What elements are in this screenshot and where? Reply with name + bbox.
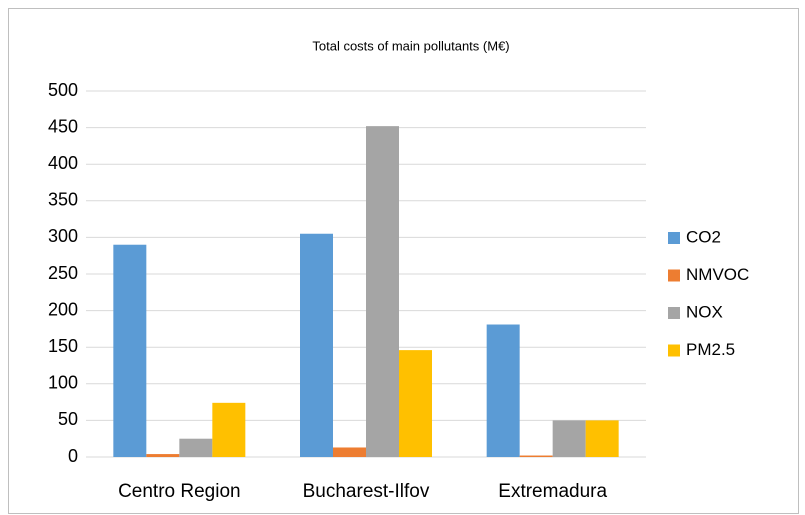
bar bbox=[146, 454, 180, 457]
bar bbox=[113, 244, 147, 457]
y-tick-label: 100 bbox=[48, 373, 78, 393]
bar bbox=[399, 350, 432, 457]
bar bbox=[179, 438, 213, 457]
legend-label: PM2.5 bbox=[686, 340, 735, 359]
legend-swatch bbox=[668, 232, 680, 244]
y-tick-label: 300 bbox=[48, 226, 78, 246]
chart-title: Total costs of main pollutants (M€) bbox=[312, 38, 509, 53]
y-tick-label: 250 bbox=[48, 263, 78, 283]
legend-swatch bbox=[668, 269, 680, 282]
x-tick-label: Centro Region bbox=[118, 481, 241, 502]
legend-swatch bbox=[668, 344, 680, 357]
legend-label: NMVOC bbox=[686, 265, 749, 284]
y-tick-label: 350 bbox=[48, 190, 78, 210]
bar bbox=[212, 402, 246, 457]
x-tick-label: Extremadura bbox=[498, 481, 607, 502]
bar bbox=[300, 233, 333, 457]
legend-label: NOX bbox=[686, 302, 723, 321]
y-tick-label: 0 bbox=[68, 446, 78, 466]
bar bbox=[552, 420, 586, 457]
bar bbox=[366, 126, 399, 458]
bar bbox=[333, 447, 366, 457]
y-tick-label: 500 bbox=[48, 80, 78, 100]
x-tick-label: Bucharest-Ilfov bbox=[303, 481, 430, 502]
legend-label: CO2 bbox=[686, 227, 721, 246]
bar bbox=[519, 455, 553, 457]
legend-swatch bbox=[668, 307, 680, 319]
y-tick-label: 450 bbox=[48, 116, 78, 136]
y-tick-label: 200 bbox=[48, 299, 78, 319]
y-tick-label: 400 bbox=[48, 153, 78, 173]
y-tick-label: 50 bbox=[58, 409, 78, 429]
bar bbox=[486, 324, 520, 457]
bar bbox=[585, 420, 619, 457]
y-tick-label: 150 bbox=[48, 336, 78, 356]
